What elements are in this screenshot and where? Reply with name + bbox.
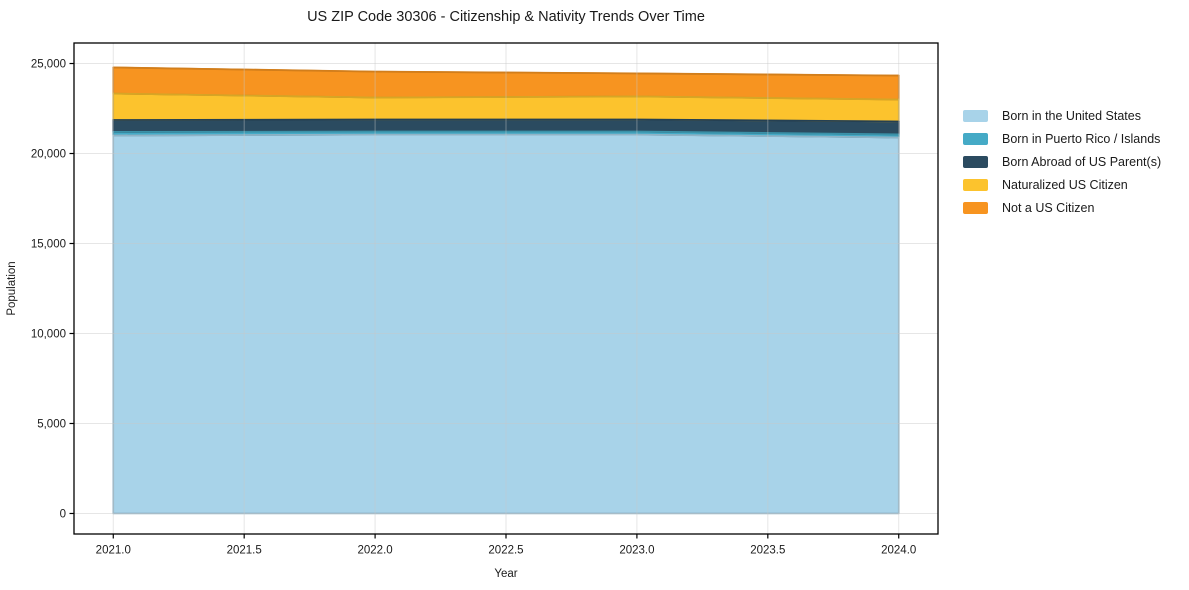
legend-swatch-0	[963, 109, 988, 122]
legend-label-4: Not a US Citizen	[1002, 200, 1095, 215]
legend-item-2: Born Abroad of US Parent(s)	[963, 150, 1161, 173]
area-top-line-0	[112, 133, 900, 139]
x-tick-label-1: 2021.5	[227, 545, 262, 557]
legend-item-1: Born in Puerto Rico / Islands	[963, 127, 1161, 150]
legend-label-3: Naturalized US Citizen	[1002, 177, 1128, 192]
x-tick-label-2: 2022.0	[357, 545, 392, 557]
legend: Born in the United States Born in Puerto …	[963, 104, 1161, 219]
x-axis-label: Year	[494, 568, 517, 580]
y-tick-label-5: 25,000	[31, 59, 66, 71]
legend-item-3: Naturalized US Citizen	[963, 173, 1161, 196]
legend-swatch-4	[963, 201, 988, 214]
chart-title: US ZIP Code 30306 - Citizenship & Nativi…	[307, 9, 705, 25]
area-top-line-1	[112, 130, 900, 136]
legend-item-4: Not a US Citizen	[963, 196, 1161, 219]
y-tick-label-3: 15,000	[31, 239, 66, 251]
y-tick-label-0: 0	[60, 508, 66, 520]
legend-label-2: Born Abroad of US Parent(s)	[1002, 154, 1162, 169]
legend-label-0: Born in the United States	[1002, 108, 1141, 123]
area-top-line-2	[112, 118, 900, 123]
legend-swatch-3	[963, 178, 988, 191]
legend-label-1: Born in Puerto Rico / Islands	[1002, 131, 1161, 146]
legend-swatch-2	[963, 155, 988, 168]
y-axis-label: Population	[6, 261, 18, 315]
y-tick-label-1: 5,000	[37, 418, 66, 430]
y-tick-label-2: 10,000	[31, 328, 66, 340]
area-top-line-3	[112, 92, 900, 101]
y-tick-label-4: 20,000	[31, 149, 66, 161]
x-tick-label-0: 2021.0	[96, 545, 131, 557]
legend-item-0: Born in the United States	[963, 104, 1161, 127]
x-tick-label-4: 2023.0	[619, 545, 654, 557]
area-top-line-4	[112, 66, 900, 77]
legend-swatch-1	[963, 132, 988, 145]
x-tick-label-6: 2024.0	[881, 545, 916, 557]
x-tick-label-5: 2023.5	[750, 545, 785, 557]
x-tick-label-3: 2022.5	[488, 545, 523, 557]
